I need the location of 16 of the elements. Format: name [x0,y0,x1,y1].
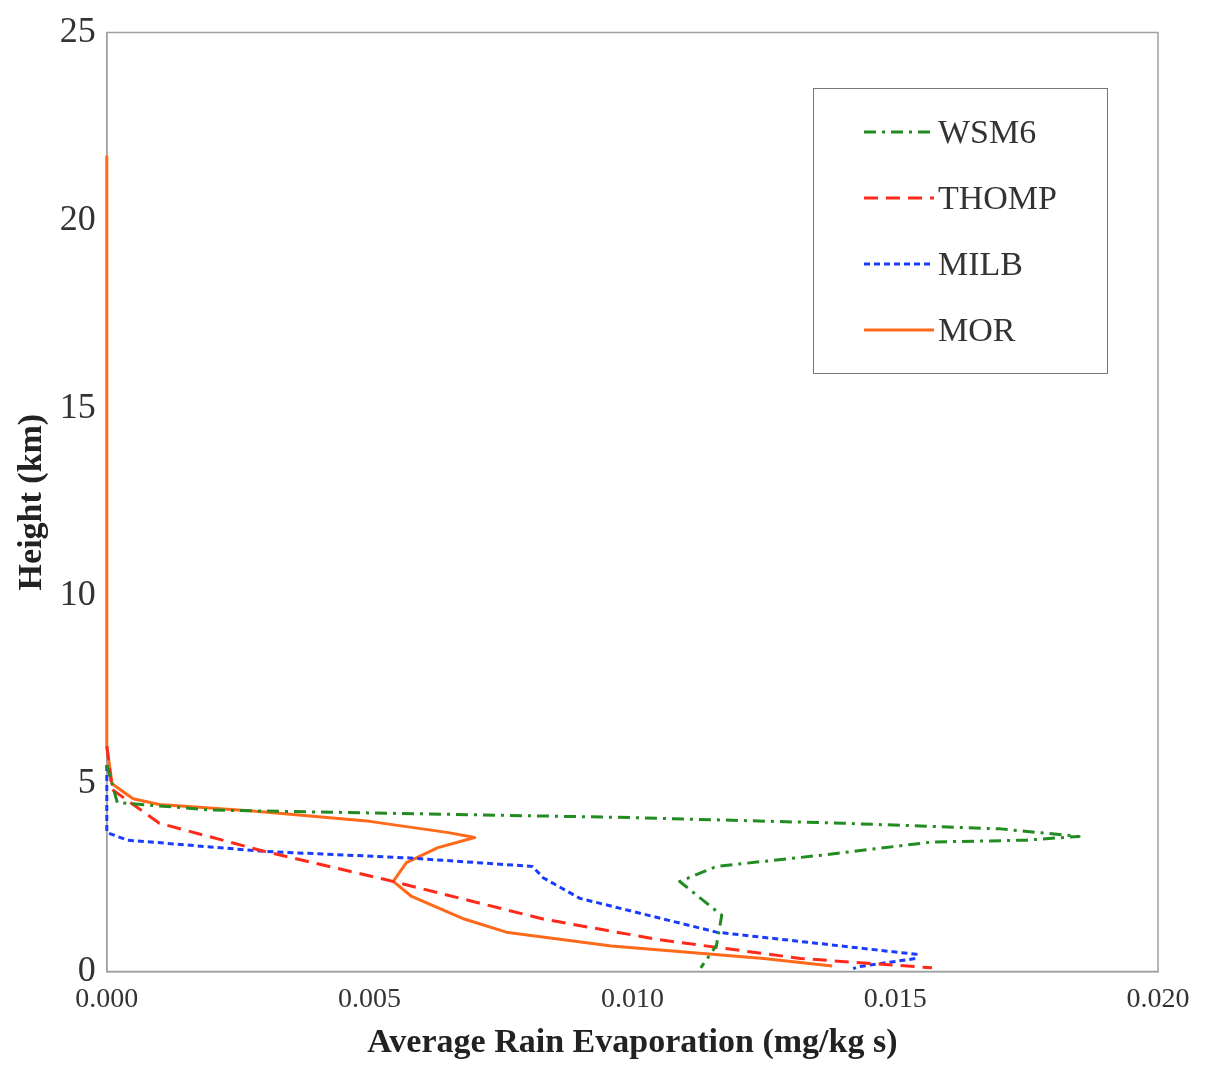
y-tick-label: 15 [59,385,96,426]
x-tick-label: 0.005 [338,981,402,1013]
x-axis-title: Average Rain Evaporation (mg/kg s) [367,1022,898,1061]
y-tick-label: 25 [59,10,96,51]
x-tick-label: 0.010 [600,981,664,1013]
y-axis-title: Height (km) [11,413,50,591]
legend-label: THOMP [937,179,1057,217]
legend-label: MOR [937,311,1016,349]
y-tick-label: 10 [59,573,96,614]
legend-label: WSM6 [937,113,1037,151]
y-tick-label: 20 [59,197,96,238]
x-tick-label: 0.020 [1126,981,1190,1013]
x-tick-label: 0.015 [863,981,927,1013]
y-tick-label: 5 [77,761,96,802]
legend-label: MILB [937,245,1023,283]
line-series [105,763,1081,970]
